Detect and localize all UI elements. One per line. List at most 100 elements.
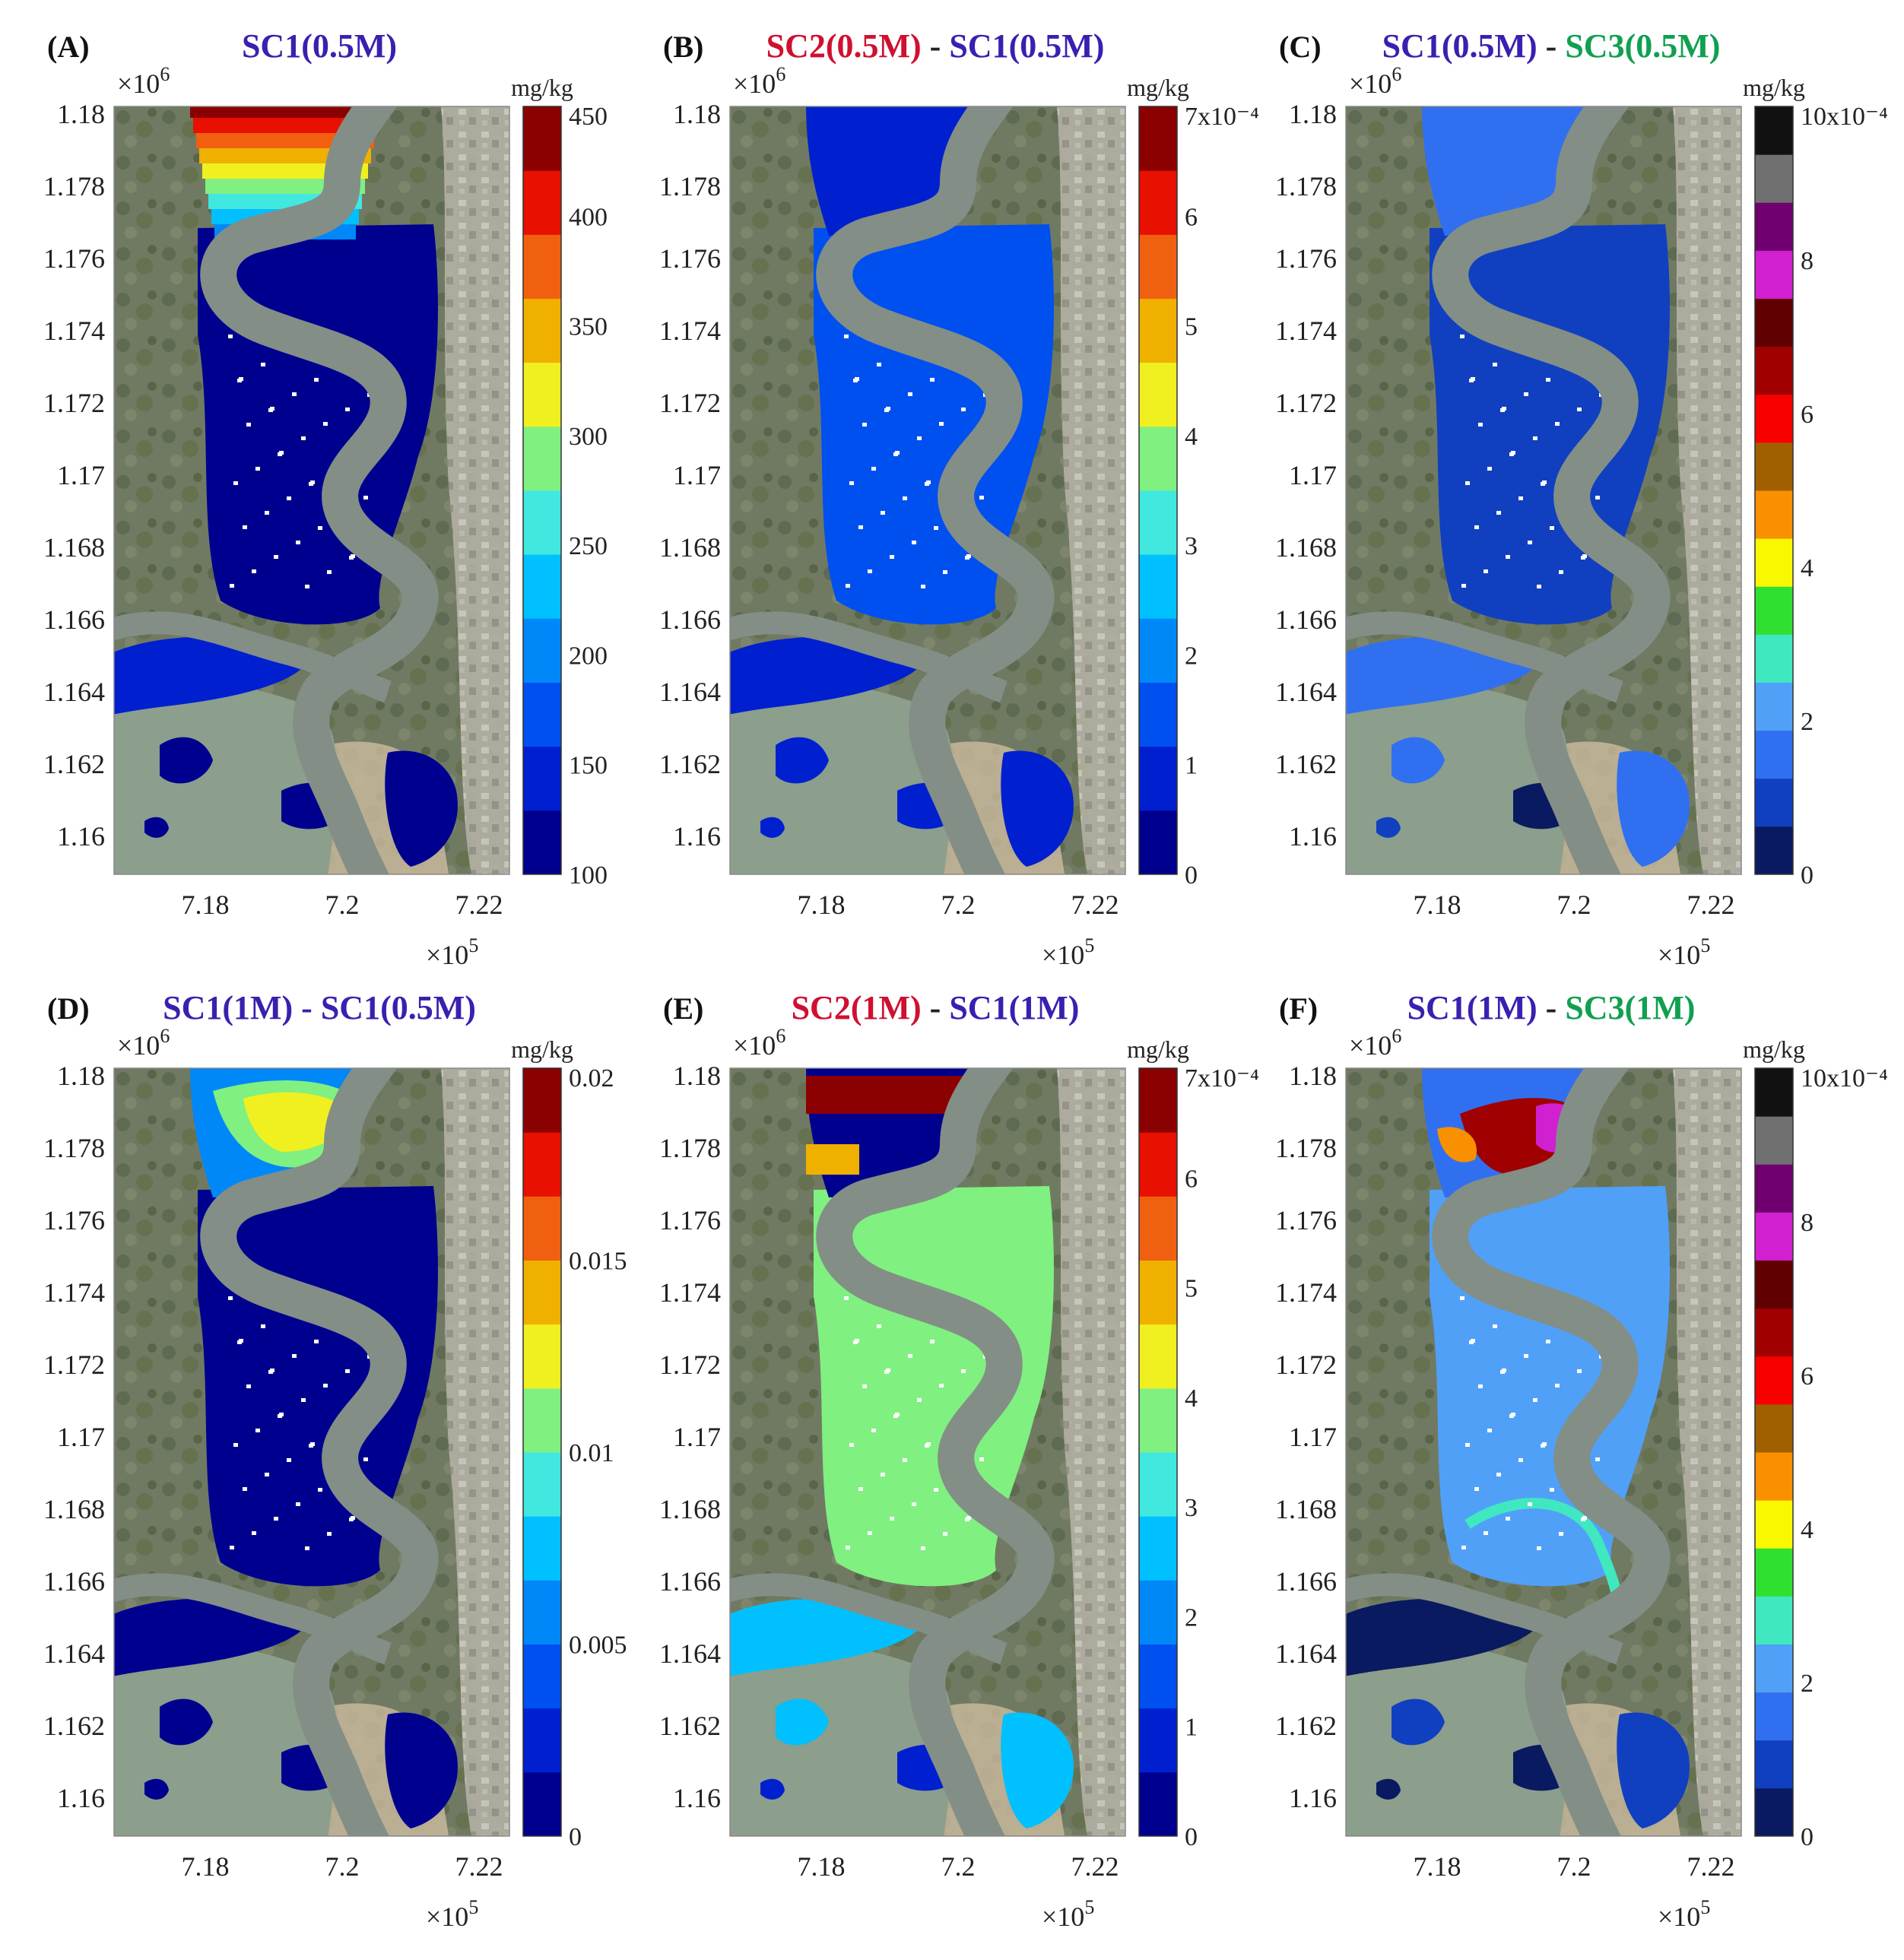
colorbar-tick-label: 5 (1185, 313, 1198, 341)
no-data-cell (351, 554, 355, 558)
urban-area (1673, 106, 1741, 874)
y-tick-label: 1.172 (43, 388, 105, 418)
panel-f: (F) SC1(1M) - SC3(1M)1.181.1781.1761.1741… (1275, 989, 1888, 1932)
no-data-cell (1465, 481, 1470, 485)
no-data-cell (310, 1442, 315, 1446)
colorbar-tick-label: 400 (569, 203, 608, 231)
no-data-cell (1537, 1546, 1541, 1550)
no-data-cell (1487, 467, 1492, 471)
no-data-cell (1484, 569, 1488, 573)
panel-title: SC1(1M) - SC1(0.5M) (163, 989, 476, 1026)
no-data-cell (265, 511, 269, 515)
no-data-cell (1502, 407, 1506, 411)
no-data-cell (1533, 436, 1537, 440)
no-data-cell (895, 451, 900, 455)
map-frame (1345, 1067, 1742, 1837)
panel-title-segment: SC2(0.5M) (766, 27, 922, 65)
concentration-band (193, 118, 377, 133)
colorbar-swatch (523, 1260, 561, 1325)
panel-letter: (B) (663, 30, 703, 64)
no-data-cell (979, 496, 984, 500)
no-data-cell (1546, 1340, 1550, 1343)
concentration-region (385, 1712, 458, 1828)
y-tick-label: 1.176 (659, 1205, 721, 1235)
no-data-cell (1471, 377, 1475, 381)
no-data-cell (296, 541, 300, 544)
no-data-cell (287, 1458, 291, 1462)
x-axis-exponent: ×105 (426, 1896, 478, 1932)
concentration-region (776, 1698, 829, 1746)
no-data-cell (243, 1487, 247, 1491)
no-data-cell (1478, 1384, 1483, 1388)
colorbar-swatch (1755, 1116, 1793, 1165)
x-axis-exponent: ×105 (1042, 1896, 1094, 1932)
colorbar-swatch (1755, 634, 1793, 683)
concentration-region (1376, 817, 1401, 838)
colorbar-swatch (1139, 170, 1177, 235)
y-tick-label: 1.18 (673, 1061, 721, 1091)
no-data-cell (301, 436, 306, 440)
colorbar-tick-label: 4 (1185, 1384, 1198, 1413)
colorbar-swatch (1755, 826, 1793, 875)
colorbar-swatch (1755, 346, 1793, 395)
no-data-cell (363, 496, 368, 500)
y-tick-label: 1.174 (43, 1277, 105, 1308)
no-data-cell (890, 555, 894, 559)
concentration-region (1392, 1698, 1445, 1746)
no-data-cell (323, 1384, 328, 1388)
no-data-cell (243, 525, 247, 529)
no-data-cell (903, 496, 907, 500)
no-data-cell (1511, 451, 1515, 455)
no-data-cell (1461, 1546, 1466, 1549)
y-tick-label: 1.16 (1289, 821, 1337, 852)
colorbar-frame (1754, 1067, 1794, 1837)
no-data-cell (886, 407, 890, 411)
colorbar-swatch (1755, 1740, 1793, 1789)
no-data-cell (363, 1457, 368, 1461)
colorbar-tick-label: 0 (1801, 1823, 1814, 1851)
y-tick-label: 1.18 (1289, 99, 1337, 129)
colorbar-tick-label: 8 (1801, 1209, 1814, 1237)
no-data-cell (305, 1546, 309, 1550)
no-data-cell (1555, 1384, 1560, 1388)
colorbar-tick-label: 0 (1801, 861, 1814, 890)
colorbar-swatch (523, 234, 561, 299)
no-data-cell (323, 422, 328, 426)
colorbar-tick-label: 0.015 (569, 1248, 627, 1276)
x-tick-label: 7.2 (1557, 890, 1591, 920)
no-data-cell (270, 1369, 274, 1372)
y-tick-label: 1.168 (43, 1494, 105, 1524)
colorbar-swatch (1139, 1771, 1177, 1837)
no-data-cell (1496, 511, 1501, 515)
colorbar-swatch (1755, 1644, 1793, 1693)
colorbar-tick-label: 450 (569, 103, 608, 131)
no-data-cell (1542, 480, 1547, 484)
map-area (730, 1068, 1125, 1836)
map-area (114, 106, 509, 874)
no-data-cell (239, 377, 243, 381)
no-data-cell (279, 1413, 284, 1416)
y-tick-label: 1.176 (1275, 243, 1337, 274)
concentration-region (1001, 750, 1074, 867)
colorbar-tick-label: 6 (1185, 1165, 1198, 1193)
river-channel (816, 106, 1055, 874)
y-tick-label: 1.176 (43, 1205, 105, 1235)
no-data-cell (917, 1398, 922, 1402)
colorbar-swatch (1139, 1068, 1177, 1133)
panel-letter: (F) (1279, 991, 1318, 1026)
no-data-cell (246, 1384, 251, 1388)
concentration-band (1437, 1127, 1477, 1162)
colorbar-tick-label: 0 (569, 1823, 582, 1851)
x-tick-label: 7.22 (455, 890, 503, 920)
no-data-cell (908, 392, 912, 396)
x-tick-label: 7.18 (1414, 1851, 1461, 1882)
y-tick-label: 1.16 (673, 1783, 721, 1813)
colorbar-tick-label: 2 (1801, 1670, 1814, 1698)
no-data-cell (1559, 1532, 1563, 1536)
no-data-cell (1577, 408, 1582, 411)
no-data-cell (844, 1296, 849, 1300)
no-data-cell (939, 422, 944, 426)
no-data-cell (1506, 1517, 1510, 1521)
no-data-cell (926, 480, 931, 484)
no-data-cell (1493, 1324, 1497, 1328)
